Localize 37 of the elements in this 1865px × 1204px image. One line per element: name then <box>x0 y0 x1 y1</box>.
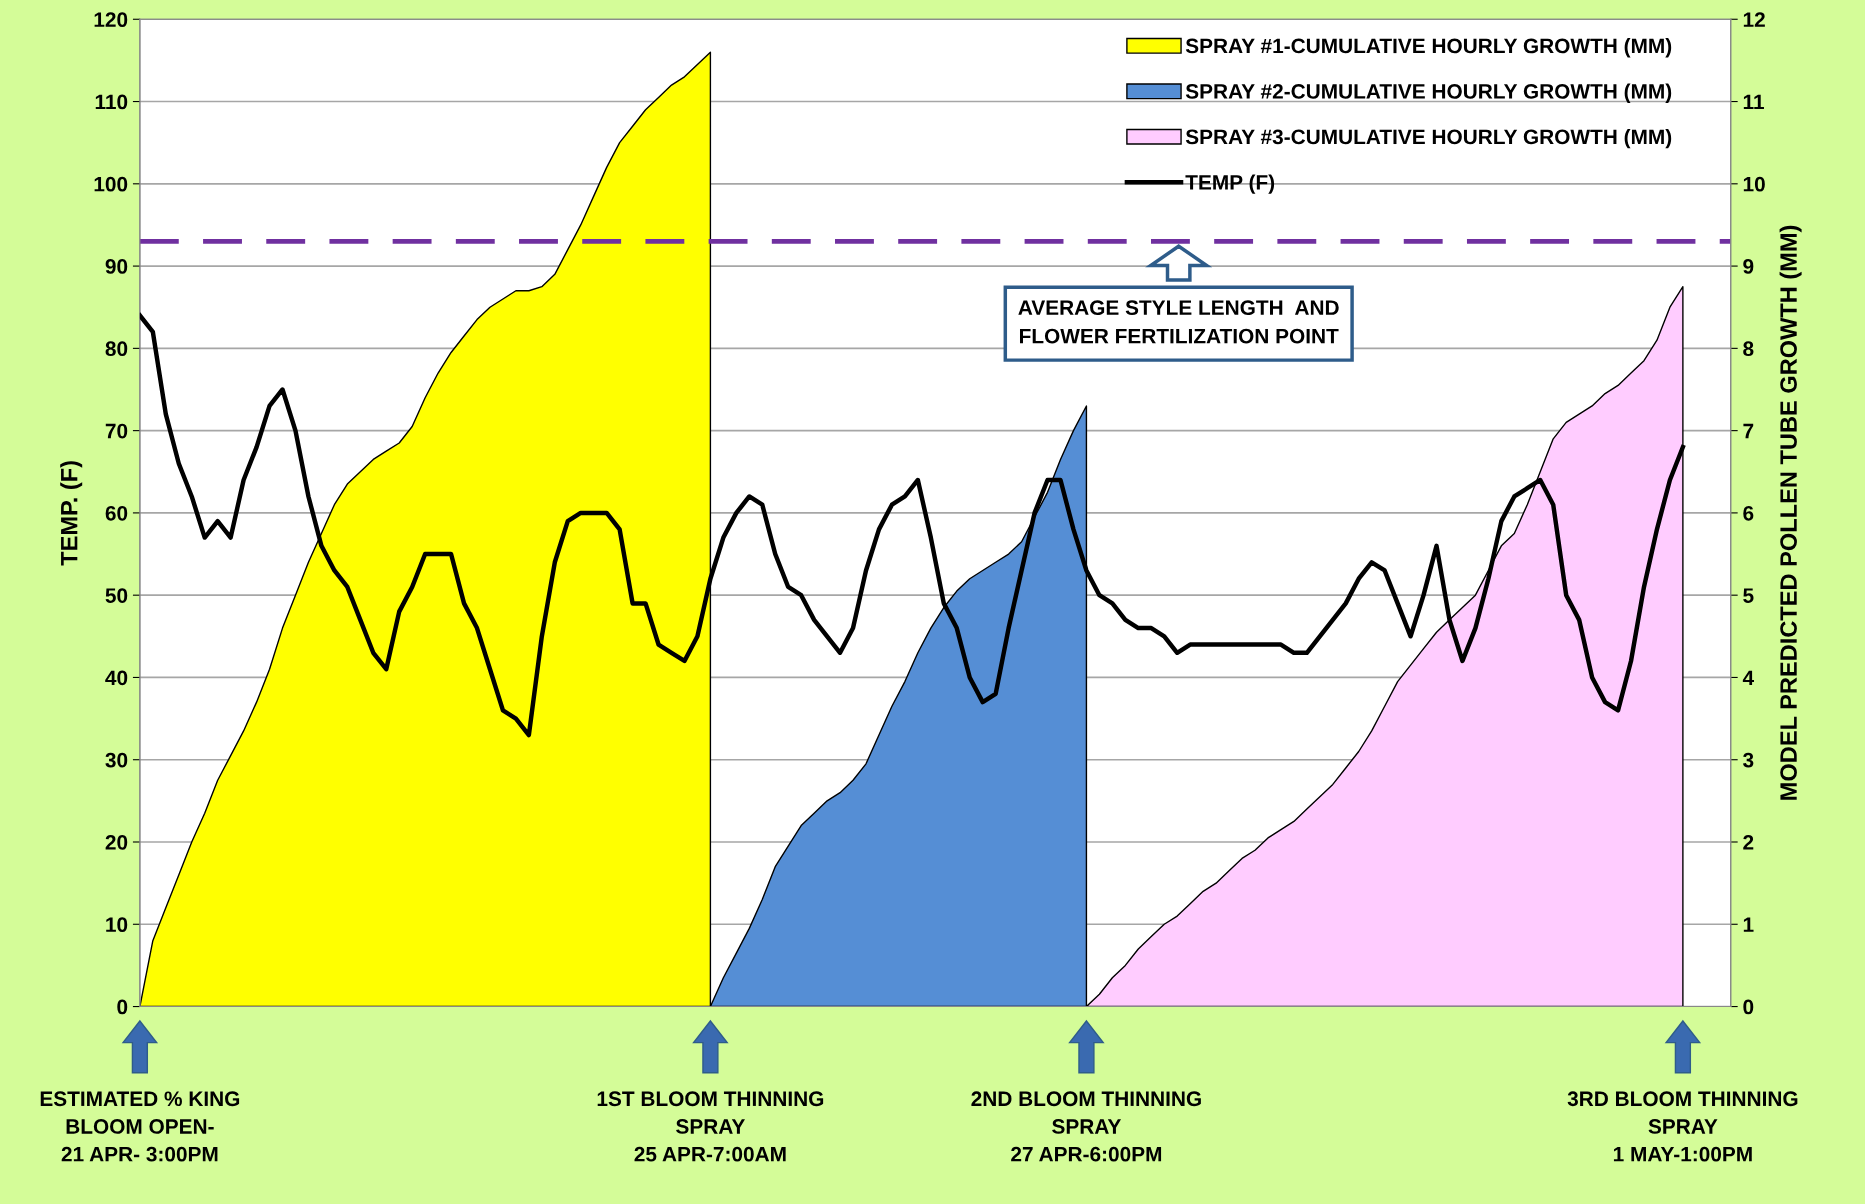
y-tick-label: 10 <box>106 917 128 933</box>
y2-tick-label: 2 <box>1743 835 1754 850</box>
y2-tick-label: 7 <box>1743 423 1754 439</box>
legend-label: SPRAY #3-CUMULATIVE HOURLY GROWTH (MM) <box>1185 128 1672 149</box>
text: 2ND BLOOM THINNING SPRAY 27 APR-6:00PM <box>971 1091 1201 1162</box>
legend-label: SPRAY #2-CUMULATIVE HOURLY GROWTH (MM) <box>1185 83 1672 103</box>
y-tick-label: 0 <box>117 999 128 1015</box>
y-tick-label: 60 <box>105 505 128 521</box>
text: 3RD BLOOM THINNING SPRAY 1 MAY-1:00PM <box>1567 1091 1798 1162</box>
y-tick-label: 110 <box>95 94 128 110</box>
y-tick-label: 120 <box>94 12 128 28</box>
y-tick-label: 50 <box>105 588 128 603</box>
y2-tick-label: 9 <box>1743 259 1754 274</box>
y-tick-label: 70 <box>105 423 128 439</box>
y2-tick-label: 8 <box>1743 341 1754 357</box>
y2-tick-label: 4 <box>1742 670 1754 685</box>
y2-tick-label: 1 <box>1743 917 1754 932</box>
y2-axis-title: MODEL PREDICTED POLLEN TUBE GROWTH (MM) <box>1779 225 1802 800</box>
y2-tick-label: 5 <box>1743 588 1754 603</box>
y-tick-label: 30 <box>105 752 128 768</box>
text: ESTIMATED % KING BLOOM OPEN- 21 APR- 3:00PM <box>40 1091 240 1162</box>
legend-label: TEMP (F) <box>1185 174 1275 194</box>
y2-tick-label: 3 <box>1743 752 1754 768</box>
y-tick-label: 20 <box>105 835 128 850</box>
text: 1ST BLOOM THINNING SPRAY 25 APR-7:00AM <box>597 1091 824 1162</box>
y2-tick-label: 11 <box>1743 94 1764 110</box>
y-tick-label: 90 <box>105 259 128 274</box>
y2-tick-label: 12 <box>1743 12 1765 27</box>
y2-tick-label: 6 <box>1743 505 1754 521</box>
y2-tick-label: 10 <box>1743 176 1765 192</box>
y-tick-label: 100 <box>94 176 128 192</box>
y-tick-label: 40 <box>105 670 128 686</box>
y-tick-label: 80 <box>105 341 128 357</box>
y-axis-title: TEMP. (F) <box>60 461 83 566</box>
ref-line-label: AVERAGE STYLE LENGTH AND FLOWER FERTILIZATION POINT <box>1018 300 1339 344</box>
legend-label: SPRAY #1-CUMULATIVE HOURLY GROWTH (MM) <box>1185 38 1672 58</box>
y2-tick-label: 0 <box>1743 999 1754 1015</box>
